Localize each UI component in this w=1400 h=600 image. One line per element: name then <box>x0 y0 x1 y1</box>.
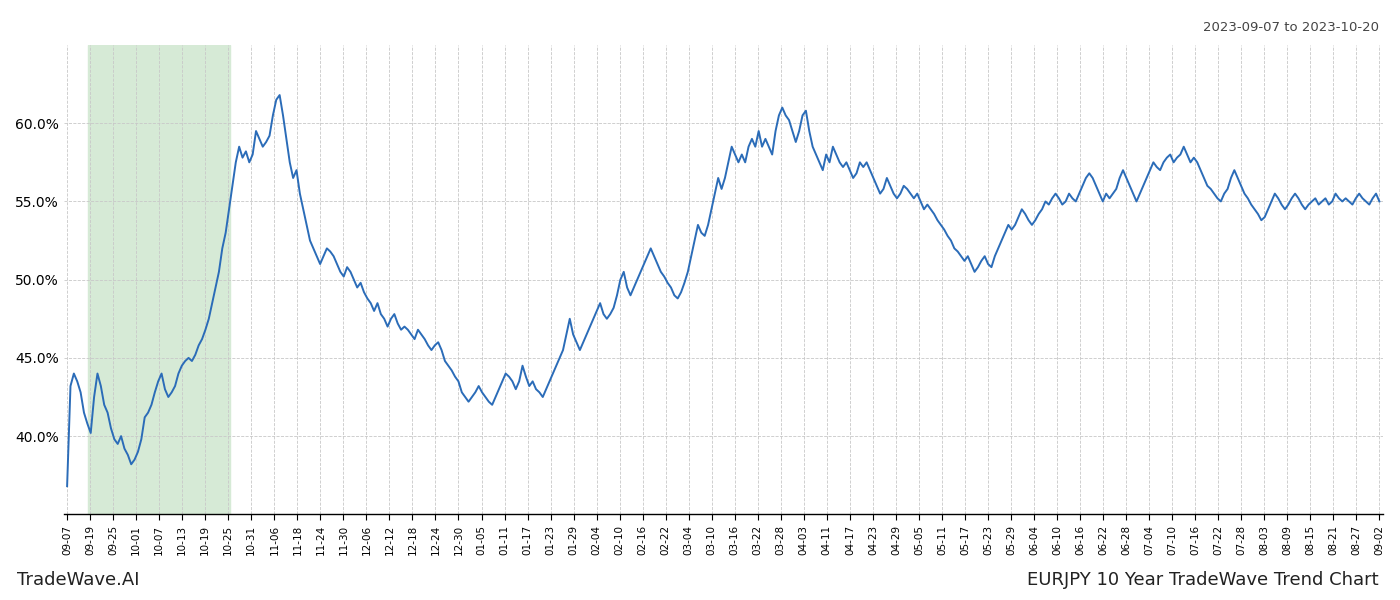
Text: TradeWave.AI: TradeWave.AI <box>17 571 140 589</box>
Bar <box>88 45 230 514</box>
Text: 2023-09-07 to 2023-10-20: 2023-09-07 to 2023-10-20 <box>1203 21 1379 34</box>
Text: EURJPY 10 Year TradeWave Trend Chart: EURJPY 10 Year TradeWave Trend Chart <box>1028 571 1379 589</box>
